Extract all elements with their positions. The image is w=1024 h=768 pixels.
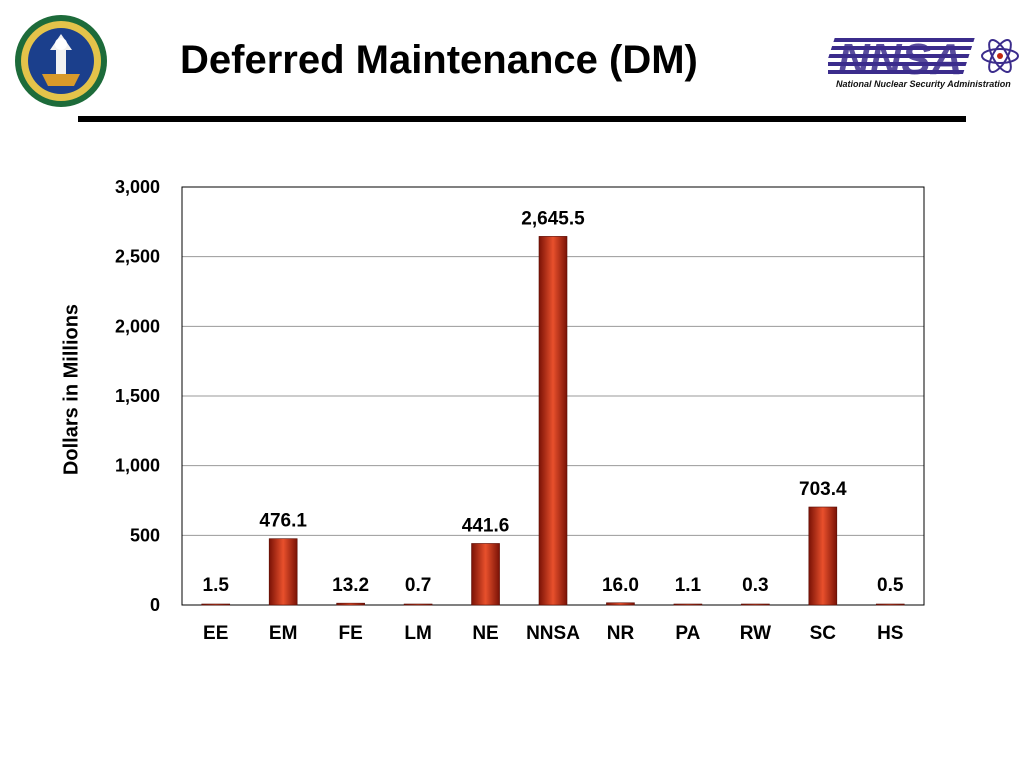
nnsa-logo-word: NNSA bbox=[838, 35, 963, 84]
data-label-nnsa: 2,645.5 bbox=[521, 208, 585, 229]
bar-sc bbox=[808, 506, 838, 606]
bar-em bbox=[268, 538, 298, 606]
category-label-hs: HS bbox=[877, 623, 903, 644]
category-label-fe: FE bbox=[338, 623, 362, 644]
doe-seal-logo bbox=[15, 15, 107, 107]
bar-lm bbox=[403, 603, 433, 606]
bar-nr bbox=[606, 602, 635, 606]
y-tick-label: 2,500 bbox=[115, 247, 160, 267]
bar-rw bbox=[741, 603, 770, 606]
category-label-em: EM bbox=[269, 623, 298, 644]
data-label-nr: 16.0 bbox=[602, 575, 639, 596]
nnsa-logo: NNSA National Nuclear Security Administr… bbox=[828, 35, 1019, 89]
category-label-ne: NE bbox=[472, 623, 498, 644]
page-title: Deferred Maintenance (DM) bbox=[180, 38, 698, 82]
data-label-lm: 0.7 bbox=[405, 575, 431, 596]
category-label-lm: LM bbox=[404, 623, 431, 644]
data-label-pa: 1.1 bbox=[675, 575, 702, 596]
bar-pa bbox=[673, 603, 703, 606]
category-label-nnsa: NNSA bbox=[526, 623, 580, 644]
bar-ne bbox=[471, 543, 500, 606]
data-label-fe: 13.2 bbox=[332, 575, 369, 596]
y-tick-label: 2,000 bbox=[115, 316, 160, 336]
y-tick-label: 0 bbox=[150, 595, 160, 615]
category-label-pa: PA bbox=[675, 623, 700, 644]
data-label-rw: 0.3 bbox=[742, 575, 768, 596]
bar-hs bbox=[875, 603, 905, 606]
category-label-nr: NR bbox=[607, 623, 635, 644]
nnsa-logo-tagline: National Nuclear Security Administration bbox=[836, 79, 1011, 89]
bar-nnsa bbox=[538, 236, 568, 606]
y-tick-label: 500 bbox=[130, 525, 160, 545]
bar-fe bbox=[336, 602, 365, 606]
title-divider bbox=[78, 116, 966, 122]
data-label-em: 476.1 bbox=[259, 511, 307, 532]
category-label-ee: EE bbox=[203, 623, 228, 644]
data-label-hs: 0.5 bbox=[877, 575, 904, 596]
category-label-rw: RW bbox=[740, 623, 771, 644]
bar-ee bbox=[201, 603, 231, 606]
y-tick-label: 1,000 bbox=[115, 456, 160, 476]
y-tick-label: 3,000 bbox=[115, 177, 160, 197]
data-label-ne: 441.6 bbox=[462, 515, 510, 536]
data-label-ee: 1.5 bbox=[203, 575, 230, 596]
category-label-sc: SC bbox=[810, 623, 837, 644]
data-label-sc: 703.4 bbox=[799, 479, 847, 500]
y-tick-label: 1,500 bbox=[115, 386, 160, 406]
